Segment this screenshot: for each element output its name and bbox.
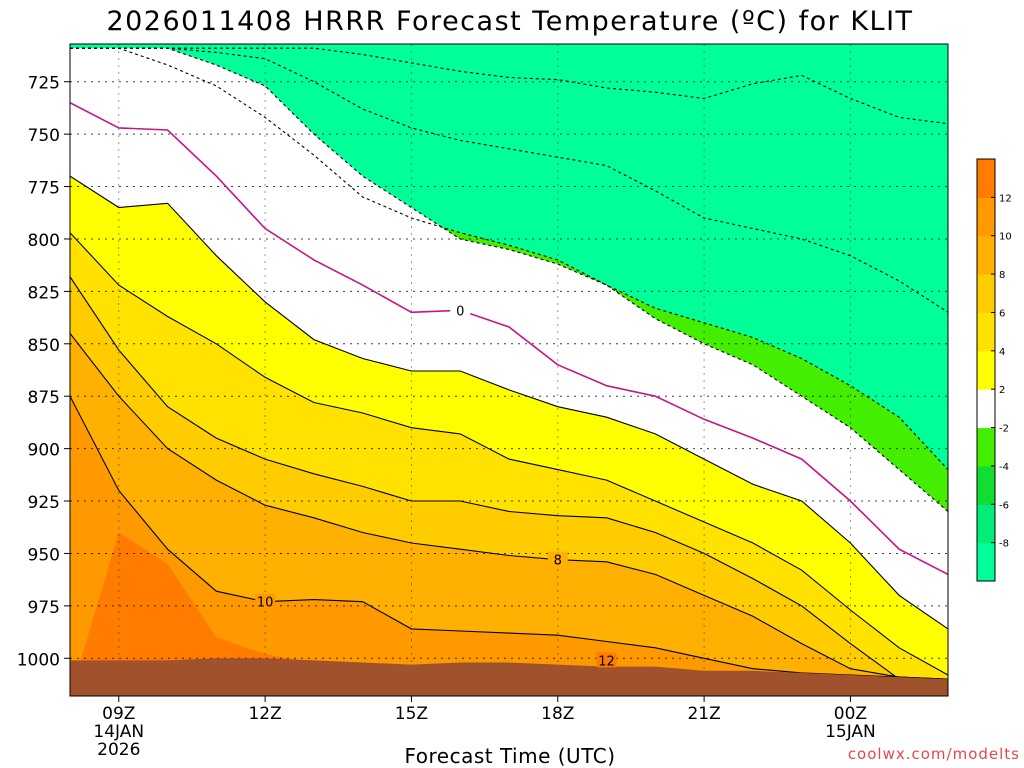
- contour-label-12: 12: [598, 654, 615, 669]
- colorbar: -8 -6 -4 -2 2 4 6 8 10 12: [976, 158, 1012, 582]
- colorbar-label-4: 4: [999, 347, 1005, 358]
- y-axis: 725 750 775 800 825 850 875 900 925 950 975 1000: [17, 74, 70, 670]
- ground-below-surface: [70, 658, 948, 696]
- isotherm-lines: [70, 47, 948, 680]
- colorbar-band-2: [977, 350, 995, 390]
- y-tick-950: 950: [28, 545, 60, 565]
- colorbar-band--10: [977, 542, 995, 582]
- y-tick-750: 750: [28, 126, 60, 146]
- x-tick-14JAN: 14JAN: [93, 722, 144, 742]
- colorbar-label--6: -6: [999, 500, 1009, 511]
- isotherm-6c: [70, 276, 948, 680]
- x-tick-2026: 2026: [97, 740, 140, 760]
- contour-label-8: 8: [554, 554, 562, 569]
- colorbar-label-6: 6: [999, 308, 1005, 319]
- y-tick-975: 975: [28, 598, 60, 618]
- colorbar-label-2: 2: [999, 385, 1005, 396]
- y-tick-800: 800: [28, 231, 60, 251]
- isotherm--8c: [70, 47, 948, 125]
- x-tick-15Z: 15Z: [395, 704, 428, 724]
- colorbar-band-12: [977, 159, 995, 198]
- contour-label-10: 10: [257, 596, 274, 611]
- y-tick-1000: 1000: [17, 650, 60, 670]
- colorbar-band--8: [977, 504, 995, 544]
- x-tick-18Z: 18Z: [541, 704, 574, 724]
- colorbar-label-8: 8: [999, 270, 1005, 281]
- isotherm-8c: [70, 332, 948, 680]
- temperature-fills: [70, 48, 948, 696]
- isotherm-4c: [70, 232, 948, 676]
- contour-label-bg-0: [450, 302, 471, 318]
- x-tick-09Z: 09Z: [102, 704, 135, 724]
- y-tick-725: 725: [28, 74, 60, 94]
- colorbar-band-6: [977, 274, 995, 313]
- credit-text: coolwx.com/modelts: [848, 745, 1020, 763]
- y-tick-875: 875: [28, 388, 60, 408]
- x-tick-21Z: 21Z: [687, 704, 720, 724]
- colorbar-frame: [976, 158, 996, 582]
- contour-label-bg-12: [596, 652, 617, 668]
- y-tick-900: 900: [28, 441, 60, 461]
- contour-label-bg-8: [547, 551, 568, 567]
- colorbar-band--2: [977, 389, 995, 429]
- isotherm--6c: [70, 47, 948, 313]
- colorbar-band--6: [977, 465, 995, 505]
- colorbar-band-10: [977, 197, 995, 237]
- colorbar-label--2: -2: [999, 424, 1009, 435]
- contour-labels: 0 8 10 12: [255, 302, 617, 669]
- contour-label-0: 0: [456, 304, 464, 319]
- colorbar-band--4: [977, 427, 995, 467]
- y-tick-850: 850: [28, 336, 60, 356]
- colorbar-label-12: 12: [999, 193, 1012, 204]
- chart-title: 2026011408 HRRR Forecast Temperature (ºC…: [106, 6, 913, 37]
- contour-label-bg-10: [255, 593, 276, 609]
- plot-frame: [69, 43, 949, 697]
- plot-area: 0 8 10 12: [70, 44, 948, 696]
- colorbar-band-4: [977, 312, 995, 352]
- x-tick-15JAN: 15JAN: [825, 722, 876, 742]
- isotherm--2c: [70, 47, 948, 512]
- isotherm-0c: [70, 101, 948, 576]
- fill-above-10c: [70, 396, 948, 696]
- colorbar-band-8: [977, 235, 995, 275]
- colorbar-label--8: -8: [999, 539, 1009, 550]
- y-tick-925: 925: [28, 493, 60, 513]
- y-tick-825: 825: [28, 283, 60, 303]
- colorbar-label-10: 10: [999, 232, 1012, 243]
- isotherm-2c: [70, 175, 948, 630]
- x-tick-00Z: 00Z: [834, 704, 867, 724]
- isotherm--4c: [70, 47, 948, 470]
- x-axis-label: Forecast Time (UTC): [404, 744, 615, 768]
- x-tick-12Z: 12Z: [248, 704, 281, 724]
- y-tick-775: 775: [28, 179, 60, 199]
- colorbar-label--4: -4: [999, 462, 1009, 473]
